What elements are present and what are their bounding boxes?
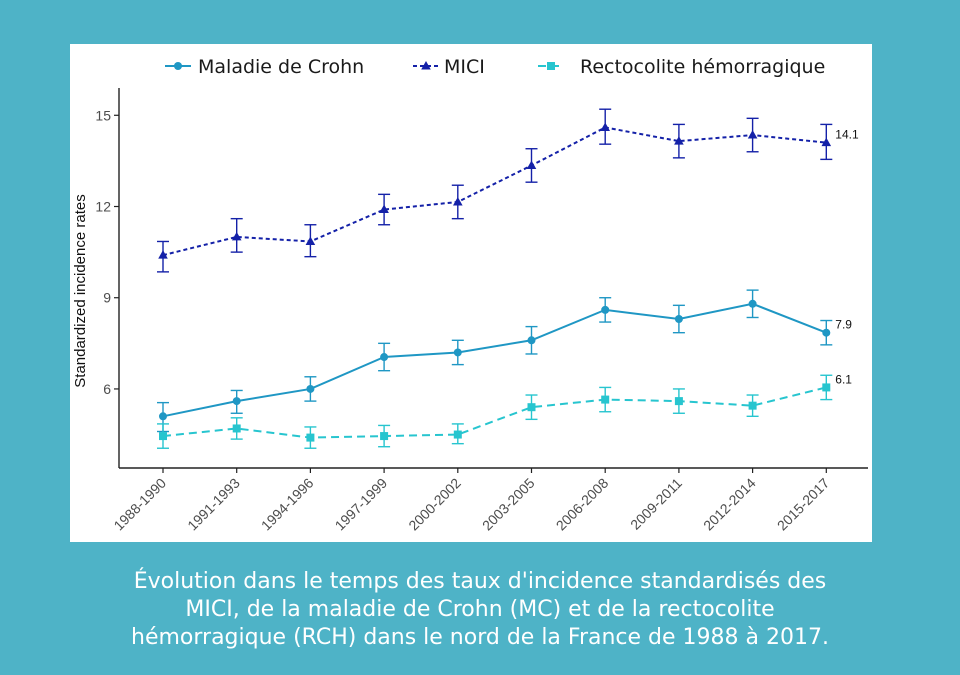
x-tick-label: 1991-1993 [184,475,243,534]
series-line [162,386,827,439]
y-tick-label: 12 [95,199,111,215]
x-tick-label: 2015-2017 [774,475,833,534]
data-point [822,383,831,392]
data-point [158,250,168,259]
y-tick-label: 6 [103,381,111,397]
data-point [748,401,757,410]
legend: Maladie de Crohn MICI Rectocolite hémorrag… [165,56,825,78]
series-triangle: 14.1 [157,108,859,273]
series-layer: 7.9 14.1 6.1 [157,108,859,449]
end-value-label: 6.1 [835,372,852,386]
legend-item: Maladie de Crohn [165,56,364,78]
series-circle: 7.9 [157,289,852,433]
data-point [527,336,536,345]
y-axis-label: Standardized incidence rates [72,194,89,387]
series-line [162,126,827,257]
data-point [748,299,757,308]
data-point [547,62,555,70]
series-square: 6.1 [157,372,852,449]
end-value-label: 7.9 [835,318,852,332]
x-tick-label: 2012-2014 [700,475,759,534]
data-point [600,122,610,131]
data-point [306,384,315,393]
series-line [162,302,827,418]
data-point [601,395,610,404]
end-value-label: 14.1 [835,128,859,142]
data-point [674,315,683,324]
data-point [674,136,684,145]
data-point [232,397,241,406]
y-tick-label: 15 [95,107,111,123]
data-point [421,61,431,70]
data-point [231,231,242,241]
data-point [674,397,683,406]
data-point [453,196,463,206]
y-tick-label: 9 [103,290,111,306]
x-tick-label: 1988-1990 [110,475,169,534]
legend-label: MICI [444,56,485,78]
data-point [453,430,462,439]
data-point [379,204,389,214]
data-point [159,432,167,441]
data-point [527,403,536,412]
data-point [601,305,610,314]
data-point [453,348,462,357]
x-tick-label: 1994-1996 [258,475,317,534]
x-tick-label: 2000-2002 [405,475,464,534]
caption-line-3: hémorragique (RCH) dans le nord de la Fr… [131,625,829,650]
data-point [174,62,182,70]
incidence-line-chart: Maladie de Crohn MICI Rectocolite hémorrag… [72,56,868,533]
caption-line-1: Évolution dans le temps des taux d'incid… [133,569,827,594]
data-point [380,353,389,362]
data-point [822,328,831,337]
data-point [232,424,241,433]
legend-item: MICI [413,56,485,78]
data-point [380,432,389,441]
data-point [159,412,167,421]
x-tick-label: 2003-2005 [479,475,538,534]
axes: 6 9 12 15 Standardized incidence rates 1988-1… [72,88,868,533]
legend-item: Rectocolite hémorragique [538,56,825,78]
x-tick-label: 1997-1999 [332,475,391,534]
x-tick-label: 2009-2011 [627,475,685,533]
data-point [747,130,758,139]
data-point [821,137,832,147]
caption-line-2: MICI, de la maladie de Crohn (MC) et de … [185,597,775,622]
data-point [306,433,315,442]
legend-label: Rectocolite hémorragique [580,56,825,78]
data-point [305,236,316,245]
figure-caption: Évolution dans le temps des taux d'incid… [40,568,920,652]
data-point [526,160,537,169]
chart-panel: Maladie de Crohn MICI Rectocolite hémorrag… [70,44,872,542]
x-tick-label: 2006-2008 [553,475,612,534]
legend-label: Maladie de Crohn [198,56,364,78]
